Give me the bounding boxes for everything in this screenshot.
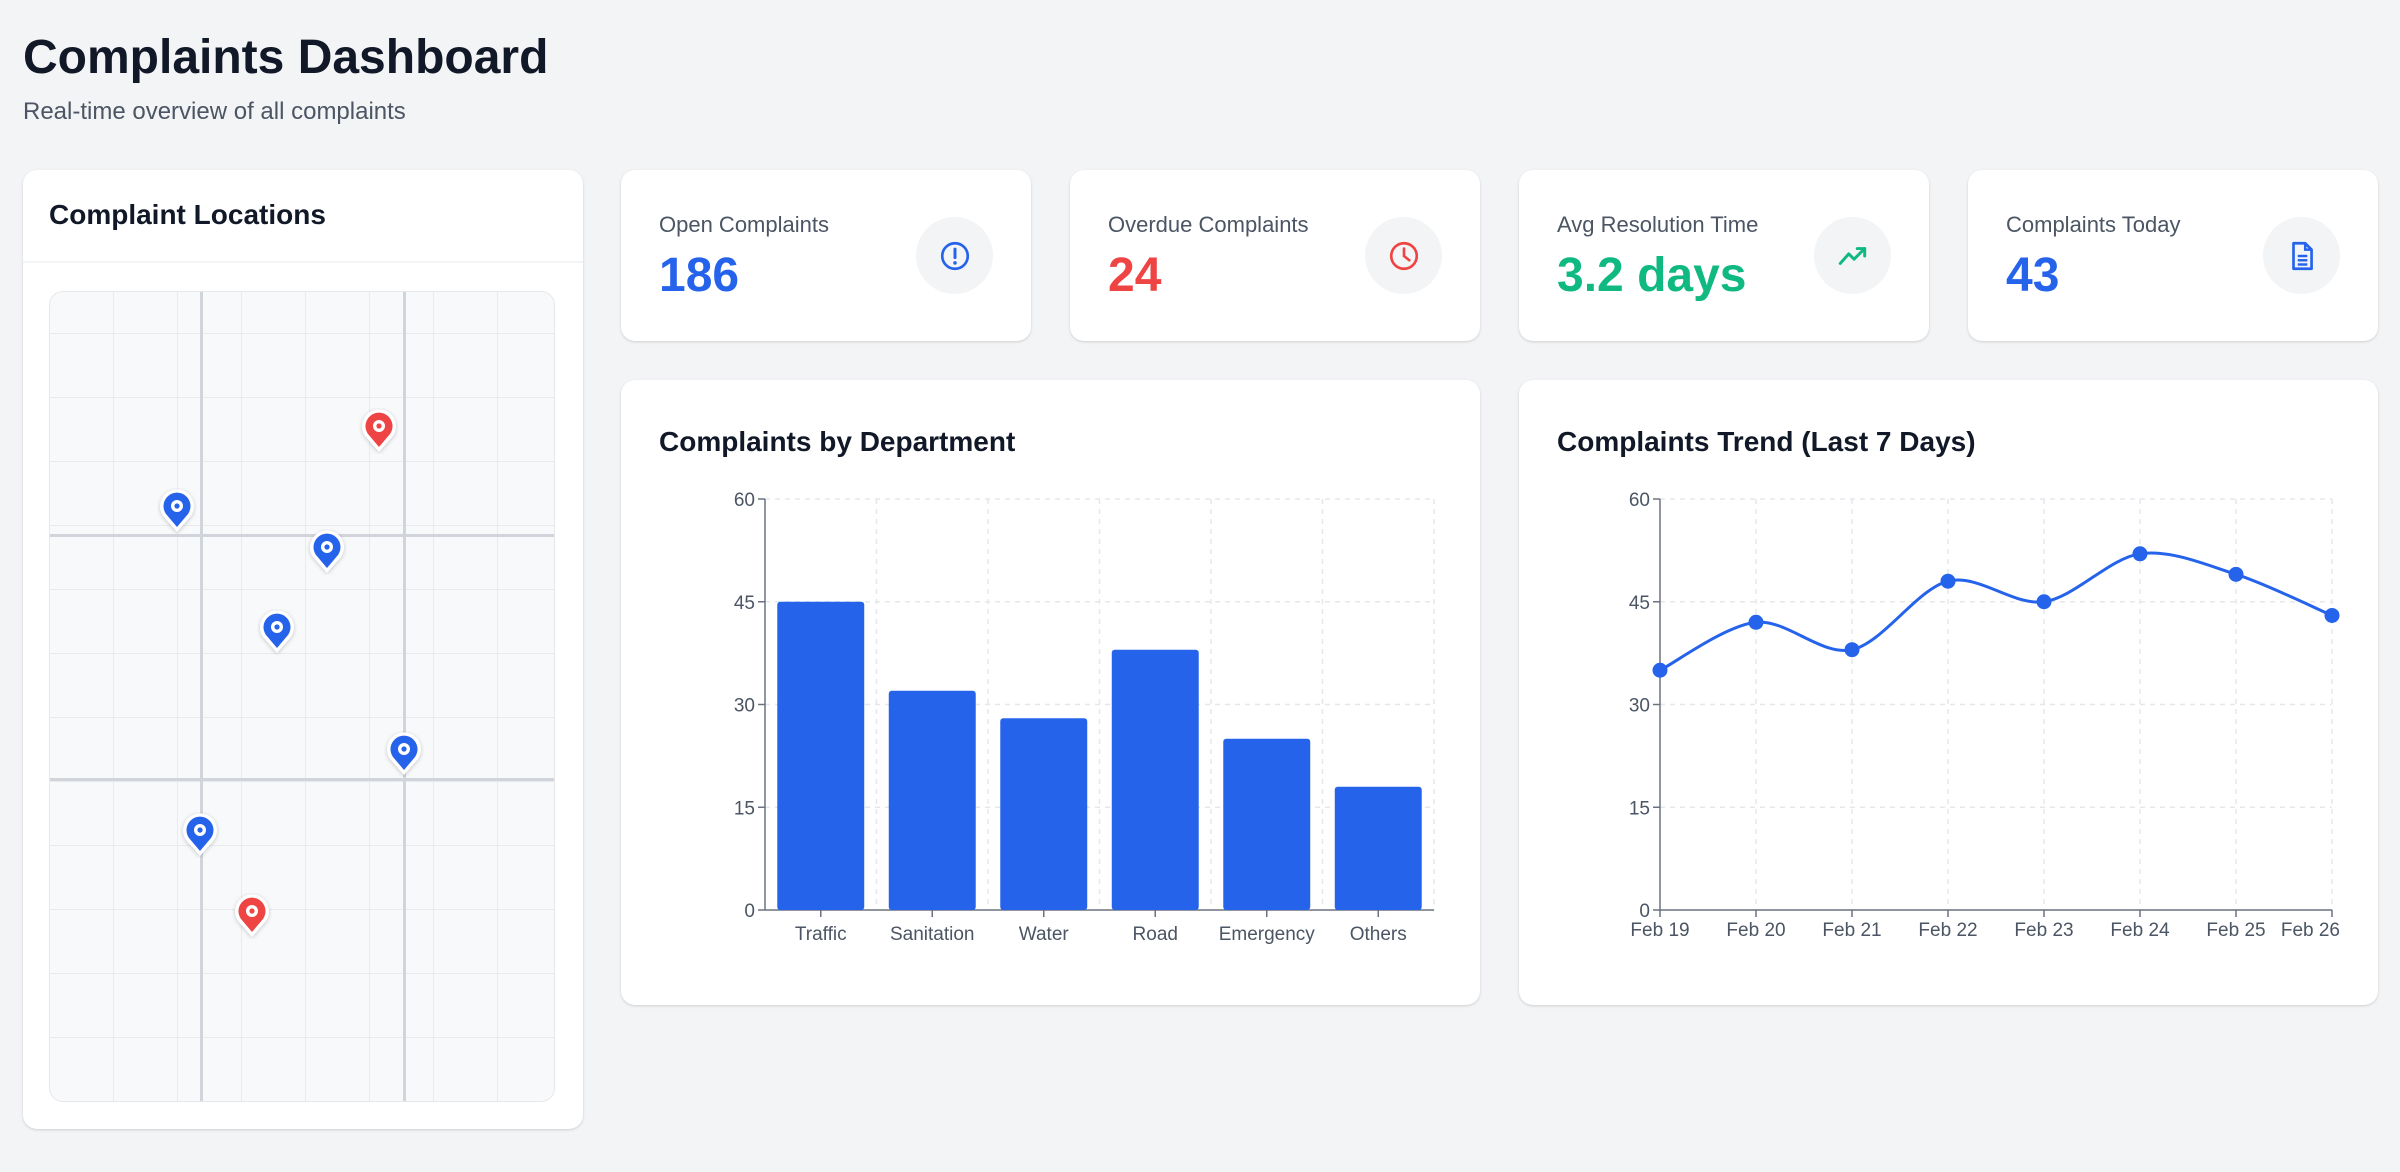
y-tick-label: 60 — [1629, 490, 1650, 511]
exclamation-circle-icon — [916, 217, 993, 294]
map-pin-overdue[interactable] — [359, 408, 399, 454]
stat-card: Avg Resolution Time 3.2 days — [1519, 170, 1929, 341]
trend-line-chart: 0 15 30 45 60 Feb 19 Feb 20 Feb 21 Feb 22 Feb 23 F… — [1629, 490, 2340, 941]
y-tick-label: 0 — [1639, 901, 1650, 922]
map-pin-icon — [260, 610, 294, 653]
stat-card: Overdue Complaints 24 — [1070, 170, 1480, 341]
x-tick-label: Feb 26 — [2281, 920, 2340, 941]
map-road — [50, 778, 554, 781]
stat-value: 3.2 days — [1557, 249, 1747, 302]
map-pin-icon — [160, 489, 194, 532]
data-point[interactable] — [1748, 614, 1764, 630]
y-tick-label: 45 — [734, 593, 755, 614]
map-road — [200, 292, 203, 1101]
stat-label: Avg Resolution Time — [1557, 212, 1759, 237]
y-tick-label: 60 — [734, 490, 755, 511]
x-tick-label: Feb 21 — [1822, 920, 1881, 941]
map-pin-open[interactable] — [384, 731, 424, 777]
page-title: Complaints Dashboard — [23, 31, 549, 84]
stat-label: Open Complaints — [659, 212, 829, 237]
y-tick-label: 15 — [734, 798, 755, 819]
y-tick-label: 15 — [1629, 798, 1650, 819]
y-tick-label: 30 — [734, 696, 755, 717]
data-point[interactable] — [2132, 546, 2148, 562]
data-point[interactable] — [1940, 573, 1956, 589]
x-tick-label: Road — [1133, 924, 1178, 945]
map-pin-icon — [387, 732, 421, 775]
trend-chart-card: Complaints Trend (Last 7 Days) 0 15 30 45 60… — [1519, 380, 2378, 1005]
map-pin-overdue[interactable] — [232, 893, 272, 939]
map-pin-icon — [235, 894, 269, 937]
chart-title: Complaints Trend (Last 7 Days) — [1557, 426, 1976, 457]
x-tick-label: Water — [1019, 924, 1070, 945]
map-title: Complaint Locations — [23, 170, 583, 263]
map-road — [50, 534, 554, 537]
stat-label: Complaints Today — [2006, 212, 2181, 237]
stat-label: Overdue Complaints — [1108, 212, 1309, 237]
data-point[interactable] — [2228, 566, 2244, 582]
stat-card: Complaints Today 43 — [1968, 170, 2378, 341]
map-pin-icon — [362, 409, 396, 452]
y-tick-label: 45 — [1629, 593, 1650, 614]
document-icon — [2263, 217, 2340, 294]
x-tick-label: Sanitation — [890, 924, 975, 945]
data-point[interactable] — [1844, 642, 1860, 658]
department-chart-card: Complaints by Department 0 15 30 45 60 Traffi… — [621, 380, 1480, 1005]
data-point[interactable] — [2324, 607, 2340, 623]
map-pin-open[interactable] — [180, 812, 220, 858]
data-point[interactable] — [1652, 662, 1668, 678]
map-pin-open[interactable] — [257, 609, 297, 655]
clock-icon — [1365, 217, 1442, 294]
y-tick-label: 30 — [1629, 696, 1650, 717]
trending-up-icon — [1814, 217, 1891, 294]
stat-card: Open Complaints 186 — [621, 170, 1031, 341]
chart-title: Complaints by Department — [659, 426, 1016, 457]
map-pin-icon — [183, 813, 217, 856]
bar-traffic[interactable] — [777, 601, 865, 910]
bar-emergency[interactable] — [1223, 738, 1311, 910]
map-card: Complaint Locations — [23, 170, 583, 1129]
map-pin-open[interactable] — [157, 488, 197, 534]
map-pin-icon — [310, 530, 344, 573]
bar-road[interactable] — [1111, 649, 1199, 910]
x-tick-label: Feb 23 — [2014, 920, 2073, 941]
bar-sanitation[interactable] — [888, 690, 976, 910]
page-subtitle: Real-time overview of all complaints — [23, 98, 406, 125]
map-pin-open[interactable] — [307, 529, 347, 575]
map-road — [403, 292, 406, 1101]
map-view[interactable] — [49, 291, 555, 1102]
x-tick-label: Others — [1350, 924, 1407, 945]
stat-value: 24 — [1108, 249, 1162, 302]
trend-line — [1659, 551, 2333, 672]
x-tick-label: Feb 24 — [2110, 920, 2170, 941]
bar-water[interactable] — [1000, 718, 1088, 910]
stat-value: 186 — [659, 249, 740, 302]
data-point[interactable] — [2036, 594, 2052, 610]
y-tick-label: 0 — [744, 901, 755, 922]
stat-value: 43 — [2006, 249, 2060, 302]
x-tick-label: Emergency — [1219, 924, 1316, 945]
bar-others[interactable] — [1334, 786, 1422, 910]
x-tick-label: Traffic — [795, 924, 847, 945]
x-tick-label: Feb 19 — [1630, 920, 1689, 941]
x-tick-label: Feb 25 — [2206, 920, 2265, 941]
x-tick-label: Feb 22 — [1918, 920, 1977, 941]
department-bar-chart: 0 15 30 45 60 Traffic Sanitation Water Road Emerg… — [734, 490, 1435, 945]
x-tick-label: Feb 20 — [1726, 920, 1785, 941]
